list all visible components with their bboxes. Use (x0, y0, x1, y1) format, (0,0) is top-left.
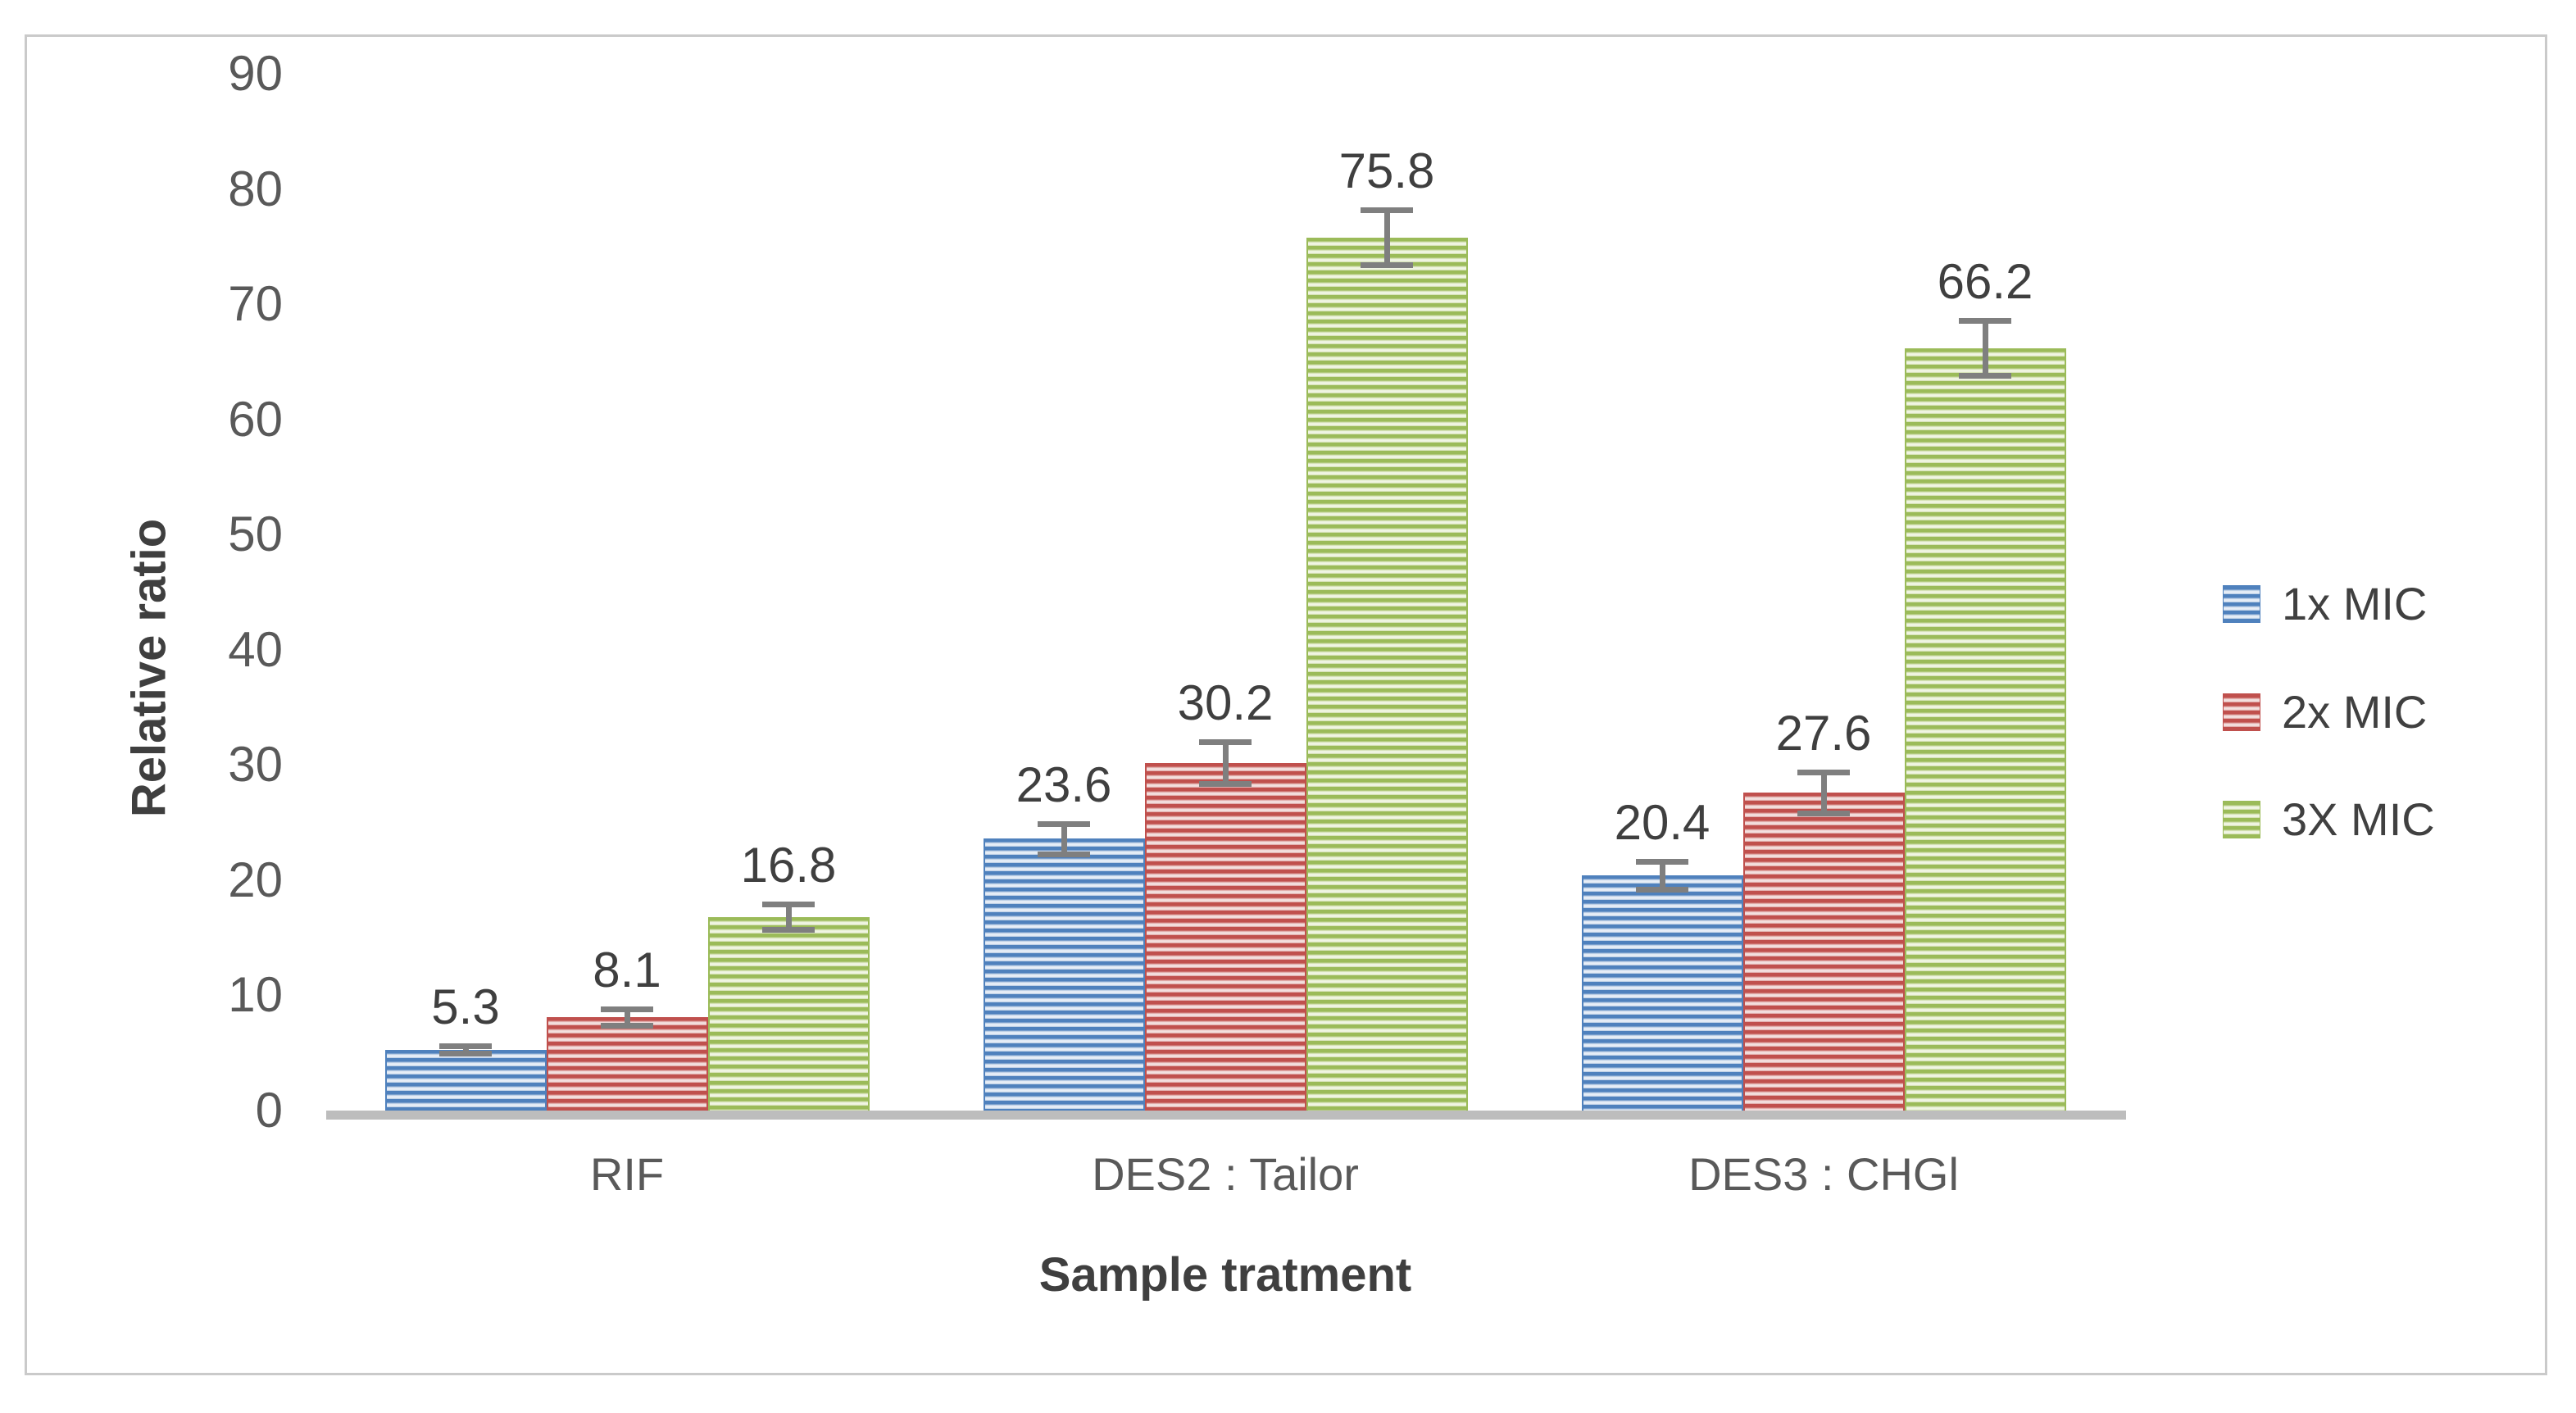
error-bar-cap-bottom (601, 1022, 653, 1029)
bar-1x-mic-RIF (384, 1049, 547, 1111)
bar-3x-mic-RIF (707, 916, 870, 1111)
x-axis-title: Sample tratment (1038, 1248, 1412, 1302)
error-bar (1982, 320, 1988, 376)
data-label: 5.3 (431, 979, 500, 1035)
error-bar-cap-bottom (1636, 887, 1688, 893)
error-bar-cap-bottom (439, 1050, 492, 1056)
legend-label: 1x MIC (2282, 578, 2428, 629)
y-tick-label: 10 (228, 967, 283, 1023)
error-bar (785, 904, 792, 930)
bar-1x-mic-DES3 : CHGl (1581, 875, 1743, 1111)
error-bar (1222, 742, 1229, 784)
error-bar (1383, 209, 1390, 266)
y-tick-label: 60 (228, 391, 283, 447)
error-bar-cap-bottom (1959, 373, 2011, 379)
legend-label: 3X MIC (2282, 793, 2435, 845)
bar-3x-mic-DES3 : CHGl (1904, 348, 2066, 1111)
legend-swatch (2223, 801, 2260, 838)
y-tick-label: 30 (228, 737, 283, 793)
error-bar-cap-top (1038, 821, 1090, 828)
bar-3x-mic-DES2 : Tailor (1306, 237, 1468, 1111)
data-label: 27.6 (1775, 705, 1872, 761)
error-bar-cap-top (1199, 739, 1252, 746)
legend-label: 2x MIC (2282, 686, 2428, 738)
error-bar (624, 1009, 630, 1025)
error-bar-cap-bottom (762, 927, 815, 934)
bar-2x-mic-RIF (546, 1017, 708, 1111)
error-bar-cap-top (1361, 207, 1413, 213)
y-tick-label: 90 (228, 46, 283, 101)
y-tick-label: 0 (255, 1083, 283, 1138)
legend-swatch (2223, 693, 2260, 731)
plot-area: 5.3 8.1 16.8 23.6 30.2 75.8 20.4 27.6 66.2 (326, 74, 2126, 1120)
data-label: 66.2 (1937, 253, 2033, 309)
bar-2x-mic-DES3 : CHGl (1742, 793, 1905, 1111)
error-bar-cap-bottom (1038, 851, 1090, 857)
error-bar-cap-top (762, 902, 815, 908)
error-bar (1820, 771, 1827, 814)
error-bar-cap-bottom (1361, 262, 1413, 269)
data-label: 23.6 (1015, 757, 1112, 813)
chart-frame (25, 34, 2547, 1375)
x-category-label: RIF (589, 1148, 665, 1200)
error-bar-cap-top (1797, 769, 1850, 775)
error-bar (462, 1046, 469, 1053)
error-bar-cap-top (1959, 317, 2011, 324)
y-tick-label: 20 (228, 852, 283, 907)
legend-swatch (2223, 585, 2260, 623)
x-category-label: DES2 : Tailor (1092, 1148, 1359, 1200)
y-tick-label: 70 (228, 276, 283, 332)
legend-item-3x-mic: 3X MIC (2223, 797, 2435, 843)
bar-1x-mic-DES2 : Tailor (983, 838, 1145, 1111)
error-bar-cap-top (601, 1006, 653, 1013)
x-axis-line (326, 1111, 2126, 1120)
error-bar (1659, 861, 1665, 890)
legend-item-1x-mic: 1x MIC (2223, 581, 2427, 627)
data-label: 30.2 (1177, 675, 1274, 731)
y-tick-label: 80 (228, 161, 283, 216)
y-tick-label: 50 (228, 507, 283, 562)
legend-item-2x-mic: 2x MIC (2223, 689, 2427, 735)
data-label: 8.1 (593, 943, 661, 998)
error-bar (1061, 824, 1067, 854)
error-bar-cap-top (1636, 859, 1688, 866)
data-label: 20.4 (1614, 795, 1711, 851)
bar-2x-mic-DES2 : Tailor (1144, 762, 1306, 1111)
data-label: 16.8 (740, 838, 837, 893)
error-bar-cap-top (439, 1043, 492, 1050)
error-bar-cap-bottom (1199, 780, 1252, 787)
error-bar-cap-bottom (1797, 811, 1850, 817)
x-category-label: DES3 : CHGl (1688, 1148, 1959, 1200)
y-tick-label: 40 (228, 621, 283, 677)
data-label: 75.8 (1338, 143, 1435, 198)
